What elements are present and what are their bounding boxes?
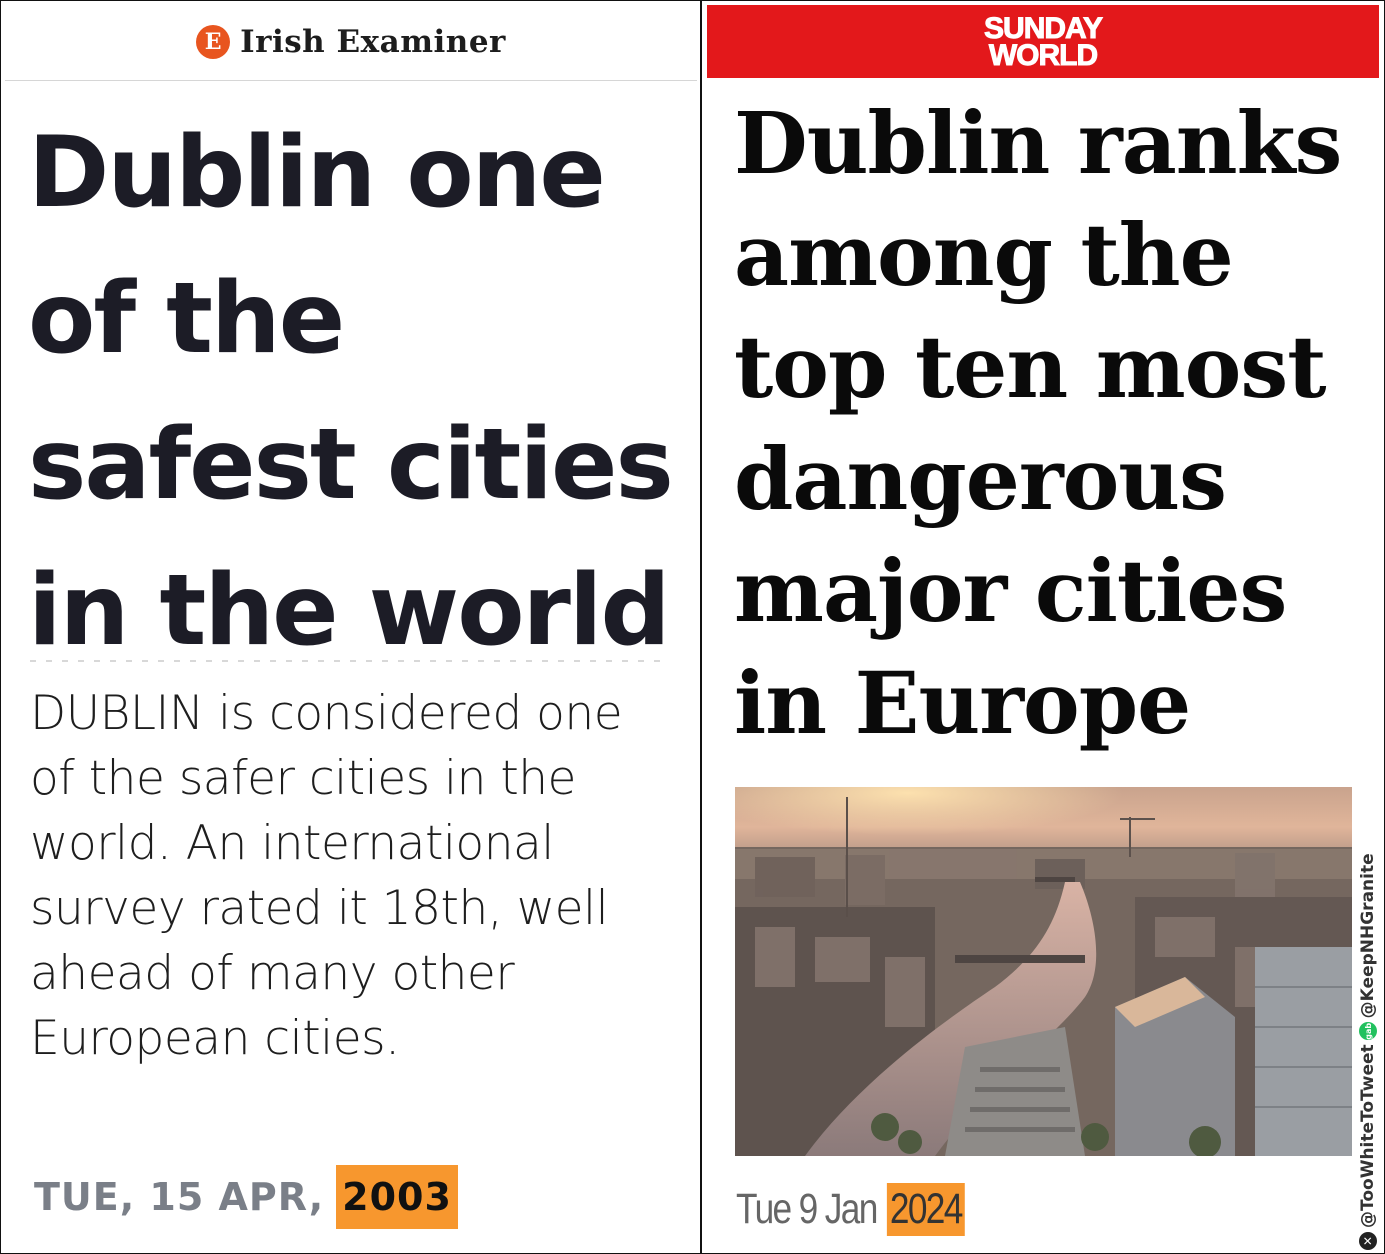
- sunday-world-date: Tue 9 Jan 2024: [736, 1182, 966, 1236]
- x-logo-icon: ✕: [1359, 1232, 1377, 1250]
- watermark-handle-2: @KeepNHGranite: [1358, 853, 1378, 1019]
- irish-examiner-logo-text: Irish Examiner: [240, 24, 506, 60]
- dublin-aerial-photo-illustration: [735, 787, 1352, 1156]
- panel-divider: [700, 0, 702, 1254]
- irish-examiner-headline: Dublin one of the safest cities in the w…: [28, 116, 674, 668]
- irish-examiner-date: TUE, 15 APR, 2003: [34, 1164, 458, 1230]
- sunday-world-year-highlight: 2024: [886, 1182, 966, 1236]
- irish-examiner-body-text: DUBLIN is considered one of the safer ci…: [30, 686, 623, 1066]
- dotted-separator: [30, 660, 670, 662]
- sunday-world-date-prefix: Tue 9 Jan: [736, 1184, 878, 1233]
- sunday-world-logo-line1: SUNDAY: [984, 11, 1104, 45]
- watermark-text: ✕ @TooWhiteToTweet gab @KeepNHGranite: [1355, 853, 1381, 1250]
- sunday-world-logo-line2: WORLD: [988, 38, 1098, 72]
- irish-examiner-masthead: E Irish Examiner: [5, 4, 697, 81]
- irish-examiner-panel: E Irish Examiner Dublin one of the safes…: [5, 4, 697, 1230]
- sunday-world-logo: SUNDAY WORLD: [984, 11, 1104, 72]
- irish-examiner-date-prefix: TUE, 15 APR,: [34, 1175, 325, 1219]
- sunday-world-headline: Dublin ranks among the top ten most dang…: [734, 94, 1342, 754]
- dublin-aerial-photo: [735, 787, 1352, 1156]
- gab-logo-icon: gab: [1359, 1022, 1377, 1041]
- watermark-handle-1: @TooWhiteToTweet: [1358, 1044, 1378, 1228]
- sunday-world-masthead: SUNDAY WORLD: [707, 5, 1379, 78]
- watermark: ✕ @TooWhiteToTweet gab @KeepNHGranite: [1355, 820, 1381, 1250]
- irish-examiner-logo-icon: E: [196, 25, 231, 59]
- sunday-world-panel: SUNDAY WORLD Dublin ranks among the top …: [702, 0, 1385, 1254]
- irish-examiner-year-highlight: 2003: [336, 1165, 458, 1229]
